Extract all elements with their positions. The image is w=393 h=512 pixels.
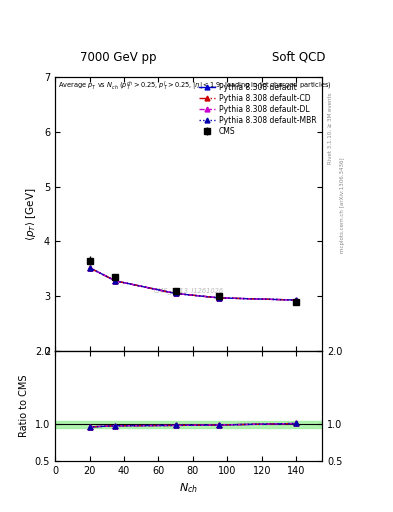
- Text: Soft QCD: Soft QCD: [272, 51, 325, 64]
- Text: Rivet 3.1.10, ≥ 3M events: Rivet 3.1.10, ≥ 3M events: [328, 92, 333, 164]
- Pythia 8.308 default-CD: [113, 278, 118, 284]
- Text: Average $p_T$ vs $N_{ch}$ ($p_T^{ch}>0.25$, $p_T^l>0.25$, $|\eta|<1.9$, leading : Average $p_T$ vs $N_{ch}$ ($p_T^{ch}>0.2…: [58, 79, 331, 93]
- Pythia 8.308 default-MBR: [113, 278, 118, 284]
- Line: Pythia 8.308 default-MBR: Pythia 8.308 default-MBR: [87, 265, 299, 303]
- Pythia 8.308 default-CD: [87, 265, 92, 271]
- Pythia 8.308 default-DL: [87, 265, 92, 271]
- Text: mcplots.cern.ch [arXiv:1306.3436]: mcplots.cern.ch [arXiv:1306.3436]: [340, 157, 345, 252]
- Line: Pythia 8.308 default-CD: Pythia 8.308 default-CD: [87, 265, 299, 303]
- Pythia 8.308 default: [173, 290, 178, 296]
- Pythia 8.308 default-MBR: [294, 297, 299, 303]
- Pythia 8.308 default-DL: [294, 297, 299, 303]
- Line: Pythia 8.308 default: Pythia 8.308 default: [87, 265, 299, 303]
- Text: CMS_2013_I1261026: CMS_2013_I1261026: [154, 287, 224, 294]
- Pythia 8.308 default: [294, 297, 299, 303]
- Y-axis label: $\langle p_T \rangle$ [GeV]: $\langle p_T \rangle$ [GeV]: [24, 187, 39, 241]
- Pythia 8.308 default-MBR: [173, 290, 178, 296]
- Text: 7000 GeV pp: 7000 GeV pp: [80, 51, 156, 64]
- Pythia 8.308 default: [217, 295, 221, 301]
- Pythia 8.308 default-MBR: [87, 265, 92, 271]
- Line: Pythia 8.308 default-DL: Pythia 8.308 default-DL: [87, 265, 299, 303]
- Pythia 8.308 default-DL: [173, 290, 178, 296]
- Bar: [55, 420, 322, 428]
- Pythia 8.308 default: [87, 265, 92, 271]
- Pythia 8.308 default-MBR: [217, 295, 221, 301]
- Pythia 8.308 default-CD: [294, 297, 299, 303]
- Pythia 8.308 default-DL: [217, 295, 221, 301]
- Pythia 8.308 default-DL: [113, 278, 118, 284]
- Legend: Pythia 8.308 default, Pythia 8.308 default-CD, Pythia 8.308 default-DL, Pythia 8: Pythia 8.308 default, Pythia 8.308 defau…: [196, 80, 318, 138]
- Pythia 8.308 default-CD: [173, 290, 178, 296]
- Y-axis label: Ratio to CMS: Ratio to CMS: [19, 375, 29, 437]
- X-axis label: $N_{ch}$: $N_{ch}$: [179, 481, 198, 495]
- Pythia 8.308 default: [113, 278, 118, 284]
- Pythia 8.308 default-CD: [217, 295, 221, 301]
